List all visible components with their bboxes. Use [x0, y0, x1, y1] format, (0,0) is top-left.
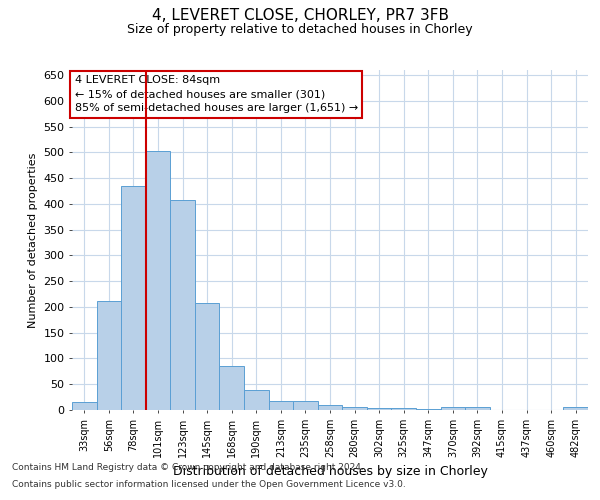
Bar [220, 366, 244, 410]
Bar [342, 408, 367, 410]
Bar [367, 408, 391, 410]
Bar [465, 408, 490, 410]
Text: Size of property relative to detached houses in Chorley: Size of property relative to detached ho… [127, 22, 473, 36]
Bar [244, 390, 269, 410]
Bar [121, 186, 146, 410]
Bar [195, 304, 220, 410]
Text: 4 LEVERET CLOSE: 84sqm
← 15% of detached houses are smaller (301)
85% of semi-de: 4 LEVERET CLOSE: 84sqm ← 15% of detached… [74, 75, 358, 113]
Bar [440, 408, 465, 410]
Bar [416, 409, 440, 410]
Bar [318, 405, 342, 410]
Bar [97, 301, 121, 410]
Bar [391, 408, 416, 410]
Bar [563, 408, 588, 410]
Bar [269, 400, 293, 410]
X-axis label: Distribution of detached houses by size in Chorley: Distribution of detached houses by size … [173, 466, 487, 478]
Bar [170, 200, 195, 410]
Text: Contains public sector information licensed under the Open Government Licence v3: Contains public sector information licen… [12, 480, 406, 489]
Text: Contains HM Land Registry data © Crown copyright and database right 2024.: Contains HM Land Registry data © Crown c… [12, 464, 364, 472]
Bar [72, 402, 97, 410]
Bar [146, 152, 170, 410]
Text: 4, LEVERET CLOSE, CHORLEY, PR7 3FB: 4, LEVERET CLOSE, CHORLEY, PR7 3FB [151, 8, 449, 22]
Bar [293, 400, 318, 410]
Y-axis label: Number of detached properties: Number of detached properties [28, 152, 38, 328]
